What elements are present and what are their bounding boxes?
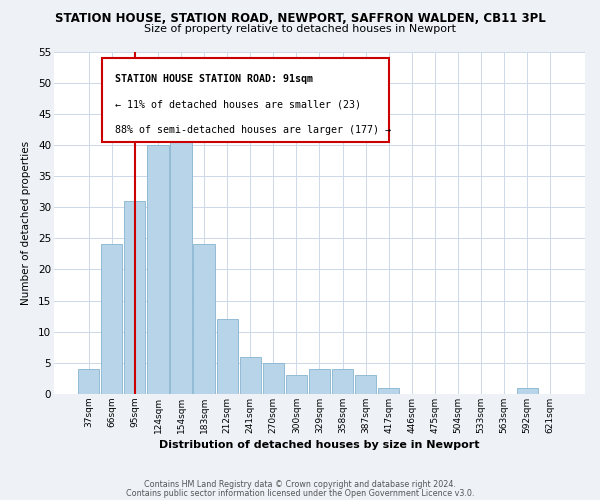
Bar [263, 363, 284, 394]
Text: STATION HOUSE STATION ROAD: 91sqm: STATION HOUSE STATION ROAD: 91sqm [115, 74, 313, 84]
Text: STATION HOUSE, STATION ROAD, NEWPORT, SAFFRON WALDEN, CB11 3PL: STATION HOUSE, STATION ROAD, NEWPORT, SA… [55, 12, 545, 26]
Bar [101, 244, 122, 394]
X-axis label: Distribution of detached houses by size in Newport: Distribution of detached houses by size … [159, 440, 480, 450]
Bar [517, 388, 538, 394]
Bar [193, 244, 215, 394]
FancyBboxPatch shape [102, 58, 389, 142]
Bar [309, 369, 330, 394]
Y-axis label: Number of detached properties: Number of detached properties [21, 140, 31, 305]
Bar [148, 145, 169, 394]
Text: Contains HM Land Registry data © Crown copyright and database right 2024.: Contains HM Land Registry data © Crown c… [144, 480, 456, 489]
Bar [239, 356, 261, 394]
Text: Contains public sector information licensed under the Open Government Licence v3: Contains public sector information licen… [126, 489, 474, 498]
Bar [124, 201, 145, 394]
Bar [78, 369, 100, 394]
Bar [378, 388, 400, 394]
Text: 88% of semi-detached houses are larger (177) →: 88% of semi-detached houses are larger (… [115, 124, 391, 134]
Text: Size of property relative to detached houses in Newport: Size of property relative to detached ho… [144, 24, 456, 34]
Bar [217, 319, 238, 394]
Bar [355, 375, 376, 394]
Text: ← 11% of detached houses are smaller (23): ← 11% of detached houses are smaller (23… [115, 99, 361, 109]
Bar [286, 375, 307, 394]
Bar [332, 369, 353, 394]
Bar [170, 126, 191, 394]
